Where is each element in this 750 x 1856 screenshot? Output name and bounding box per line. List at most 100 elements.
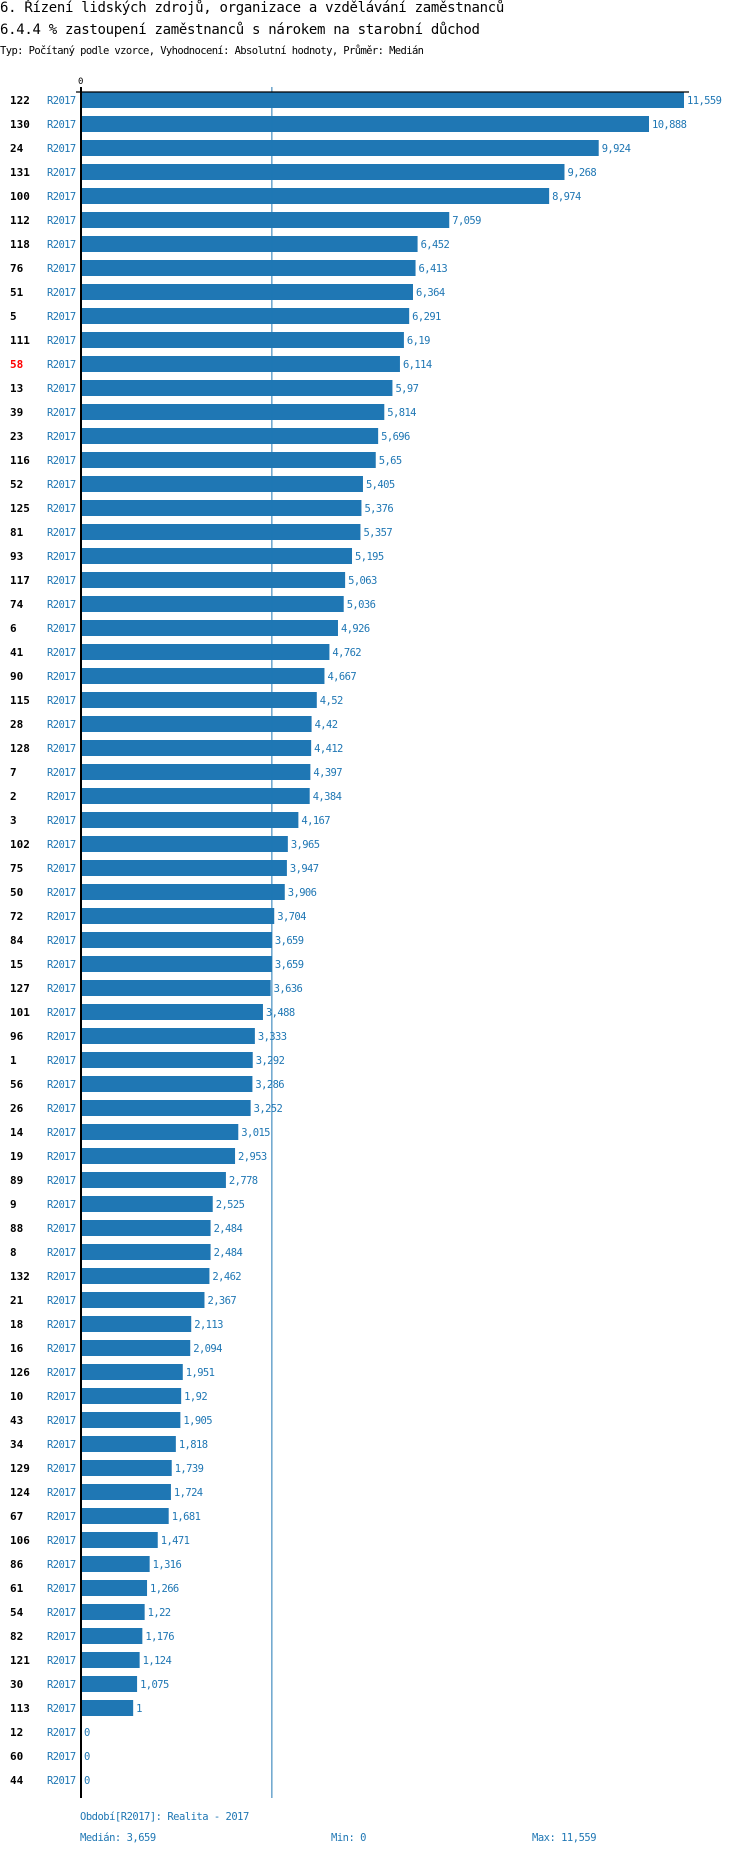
series-label: R2017	[47, 647, 76, 659]
bar	[82, 116, 649, 132]
category-label: 52	[10, 478, 23, 491]
value-label: 5,814	[387, 407, 416, 419]
series-label: R2017	[47, 503, 76, 515]
category-label: 14	[10, 1126, 24, 1139]
max-summary: Max: 11,559	[532, 1832, 597, 1844]
series-label: R2017	[47, 263, 76, 275]
bar	[82, 1508, 169, 1524]
series-label: R2017	[47, 623, 76, 635]
bar	[82, 1100, 251, 1116]
bar	[82, 1556, 150, 1572]
category-label: 124	[10, 1486, 30, 1499]
series-label: R2017	[47, 599, 76, 611]
x-tick-label: 0	[78, 77, 83, 87]
category-label: 2	[10, 790, 17, 803]
series-label: R2017	[47, 1055, 76, 1067]
value-label: 2,113	[194, 1319, 223, 1331]
bar	[82, 1316, 192, 1332]
category-label: 75	[10, 862, 23, 875]
category-label: 23	[10, 430, 23, 443]
value-label: 2,462	[212, 1271, 241, 1283]
category-label: 111	[10, 334, 30, 347]
section-title: 6. Řízení lidských zdrojů, organizace a …	[0, 0, 504, 16]
series-label: R2017	[47, 911, 76, 923]
bar	[82, 596, 344, 612]
bar	[82, 1292, 205, 1308]
value-label: 4,667	[327, 671, 356, 683]
series-label: R2017	[47, 359, 76, 371]
value-label: 11,559	[687, 95, 722, 107]
category-label: 61	[10, 1582, 24, 1595]
series-label: R2017	[47, 983, 76, 995]
category-label: 60	[10, 1750, 23, 1763]
series-label: R2017	[47, 1751, 76, 1763]
series-label: R2017	[47, 815, 76, 827]
bar	[82, 572, 346, 588]
series-label: R2017	[47, 1367, 76, 1379]
bar	[82, 1148, 236, 1164]
value-label: 7,059	[452, 215, 481, 227]
bar	[82, 212, 450, 228]
value-label: 3,906	[288, 887, 317, 899]
category-label: 84	[10, 934, 24, 947]
bar	[82, 908, 275, 924]
series-label: R2017	[47, 383, 76, 395]
value-label: 9,924	[602, 143, 631, 155]
bar	[82, 1652, 140, 1668]
category-label: 12	[10, 1726, 23, 1739]
bar	[82, 620, 338, 636]
bar	[82, 812, 299, 828]
bar	[82, 1700, 134, 1716]
value-label: 1,266	[150, 1583, 179, 1595]
category-label: 96	[10, 1030, 24, 1043]
category-label: 13	[10, 382, 23, 395]
series-label: R2017	[47, 839, 76, 851]
bar	[82, 1436, 176, 1452]
min-summary: Min: 0	[331, 1832, 366, 1844]
bar	[82, 1676, 138, 1692]
bar	[82, 716, 312, 732]
category-label: 9	[10, 1198, 17, 1211]
category-label: 8	[10, 1246, 17, 1259]
bar	[82, 284, 413, 300]
value-label: 1,818	[179, 1439, 208, 1451]
indicator-title: 6.4.4 % zastoupení zaměstnanců s nárokem…	[0, 22, 480, 38]
bar	[82, 836, 288, 852]
bar	[82, 1388, 182, 1404]
value-label: 5,696	[381, 431, 410, 443]
category-label: 16	[10, 1342, 24, 1355]
value-label: 2,484	[214, 1247, 243, 1259]
category-label: 117	[10, 574, 30, 587]
category-label: 50	[10, 886, 23, 899]
value-label: 1,681	[172, 1511, 201, 1523]
value-label: 5,036	[347, 599, 376, 611]
series-label: R2017	[47, 743, 76, 755]
value-label: 6,413	[419, 263, 448, 275]
value-label: 5,195	[355, 551, 384, 563]
bar	[82, 524, 361, 540]
bar	[82, 644, 330, 660]
bar	[82, 404, 385, 420]
value-label: 1,471	[161, 1535, 190, 1547]
series-label: R2017	[47, 479, 76, 491]
value-label: 1,316	[153, 1559, 182, 1571]
bar	[82, 1532, 158, 1548]
series-label: R2017	[47, 1439, 76, 1451]
series-label: R2017	[47, 1007, 76, 1019]
value-label: 4,52	[320, 695, 343, 707]
series-label: R2017	[47, 215, 76, 227]
bar	[82, 956, 272, 972]
series-label: R2017	[47, 1295, 76, 1307]
category-label: 54	[10, 1606, 24, 1619]
category-label: 106	[10, 1534, 30, 1547]
series-label: R2017	[47, 1463, 76, 1475]
series-label: R2017	[47, 1151, 76, 1163]
value-label: 1,905	[183, 1415, 212, 1427]
series-label: R2017	[47, 1343, 76, 1355]
value-label: 1,724	[174, 1487, 203, 1499]
category-label: 82	[10, 1630, 23, 1643]
category-label: 56	[10, 1078, 24, 1091]
period-legend: Období[R2017]: Realita - 2017	[80, 1811, 249, 1823]
bar	[82, 1052, 253, 1068]
category-label: 126	[10, 1366, 30, 1379]
